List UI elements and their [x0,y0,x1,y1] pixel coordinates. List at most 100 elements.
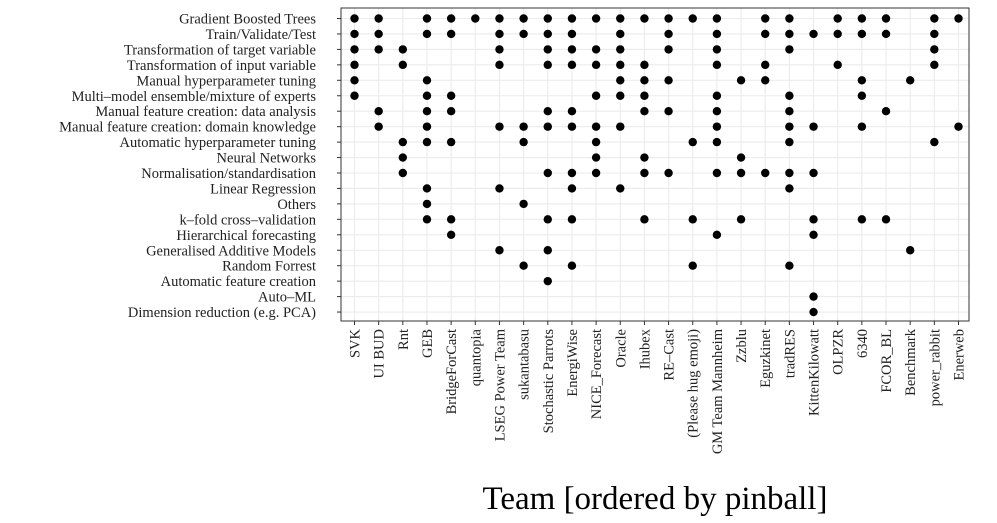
data-point [446,91,456,100]
data-point [930,45,939,54]
data-point [664,168,673,178]
data-point [785,168,794,178]
data-point [591,137,601,147]
data-point [905,76,915,85]
data-point [616,14,625,23]
data-point [374,107,383,116]
data-point [640,91,649,100]
data-point [785,107,794,116]
data-point [640,215,649,224]
data-point [567,168,577,178]
data-point [881,29,891,39]
data-point [519,199,528,209]
data-point [616,45,625,54]
data-point [712,14,722,23]
data-point [930,14,939,23]
data-point [398,137,408,147]
data-point [712,45,722,54]
data-point [567,184,577,193]
data-point [688,137,697,147]
data-point [567,215,577,224]
data-point [833,14,842,23]
data-point [543,246,552,255]
data-point [881,107,891,116]
data-point [785,29,794,39]
data-point [616,91,625,100]
data-point [857,215,867,224]
x-tick-label: EnergiWise [565,329,581,397]
data-point [446,137,456,147]
data-point [422,76,432,85]
y-tick-label: Manual hyperparameter tuning [136,73,316,89]
data-point [930,60,939,70]
data-point [785,184,794,193]
data-point [761,29,770,39]
x-tick-label: Zzblu [734,329,750,363]
data-point [640,153,649,162]
data-point [350,60,359,70]
x-tick-label: Eguzkinet [758,329,774,388]
data-point [350,91,359,100]
data-point [543,276,552,286]
data-point [543,14,552,23]
x-tick-label: Stochastic Parrots [541,329,557,434]
data-point [930,29,939,39]
data-point [543,168,552,178]
data-point [881,215,891,224]
data-point [616,29,625,39]
data-point [543,122,552,131]
data-point [712,168,722,178]
data-point [591,45,601,54]
x-tick-label: power_rabbit [927,329,943,406]
data-point [809,230,818,239]
data-point [712,91,722,100]
data-point [398,45,408,54]
data-point [495,184,504,193]
y-tick-label: Automatic hyperparameter tuning [120,135,317,151]
data-point [446,14,456,23]
data-point [374,45,383,54]
data-point [543,60,552,70]
data-point [350,29,359,39]
data-point [422,107,432,116]
data-point [785,91,794,100]
x-tick-label: GM Team Mannheim [710,328,726,454]
data-point [422,184,432,193]
data-point [519,14,528,23]
data-point [736,153,746,162]
data-point [857,122,867,131]
data-point [712,107,722,116]
data-point [857,76,867,85]
data-point [785,122,794,131]
x-tick-label: Oracle [613,329,629,368]
data-point [422,122,432,131]
x-tick-label: Ihubex [637,328,653,369]
data-point [398,168,408,178]
y-axis-labels: Gradient Boosted TreesTrain/Validate/Tes… [59,12,317,322]
data-point [712,60,722,70]
data-point [736,76,746,85]
data-point [809,307,818,317]
data-point [519,122,528,131]
data-point [809,168,818,178]
y-tick-label: k–fold cross–validation [179,212,316,228]
y-tick-label: Hierarchical forecasting [176,228,316,244]
data-point [543,107,552,116]
x-tick-label: (Please hug emoji) [686,329,702,438]
data-point [591,122,601,131]
data-point [785,137,794,147]
data-point [567,45,577,54]
data-point [495,60,504,70]
data-point [567,29,577,39]
data-point [785,45,794,54]
x-tick-label: UI BUD [372,329,388,379]
y-tick-label: Automatic feature creation [161,274,317,290]
data-point [495,246,504,255]
data-point [664,107,673,116]
y-tick-label: Manual feature creation: data analysis [95,104,316,120]
data-point [446,230,456,239]
x-tick-label: SVK [348,328,364,358]
data-point [567,60,577,70]
y-tick-label: Normalisation/standardisation [141,166,317,182]
